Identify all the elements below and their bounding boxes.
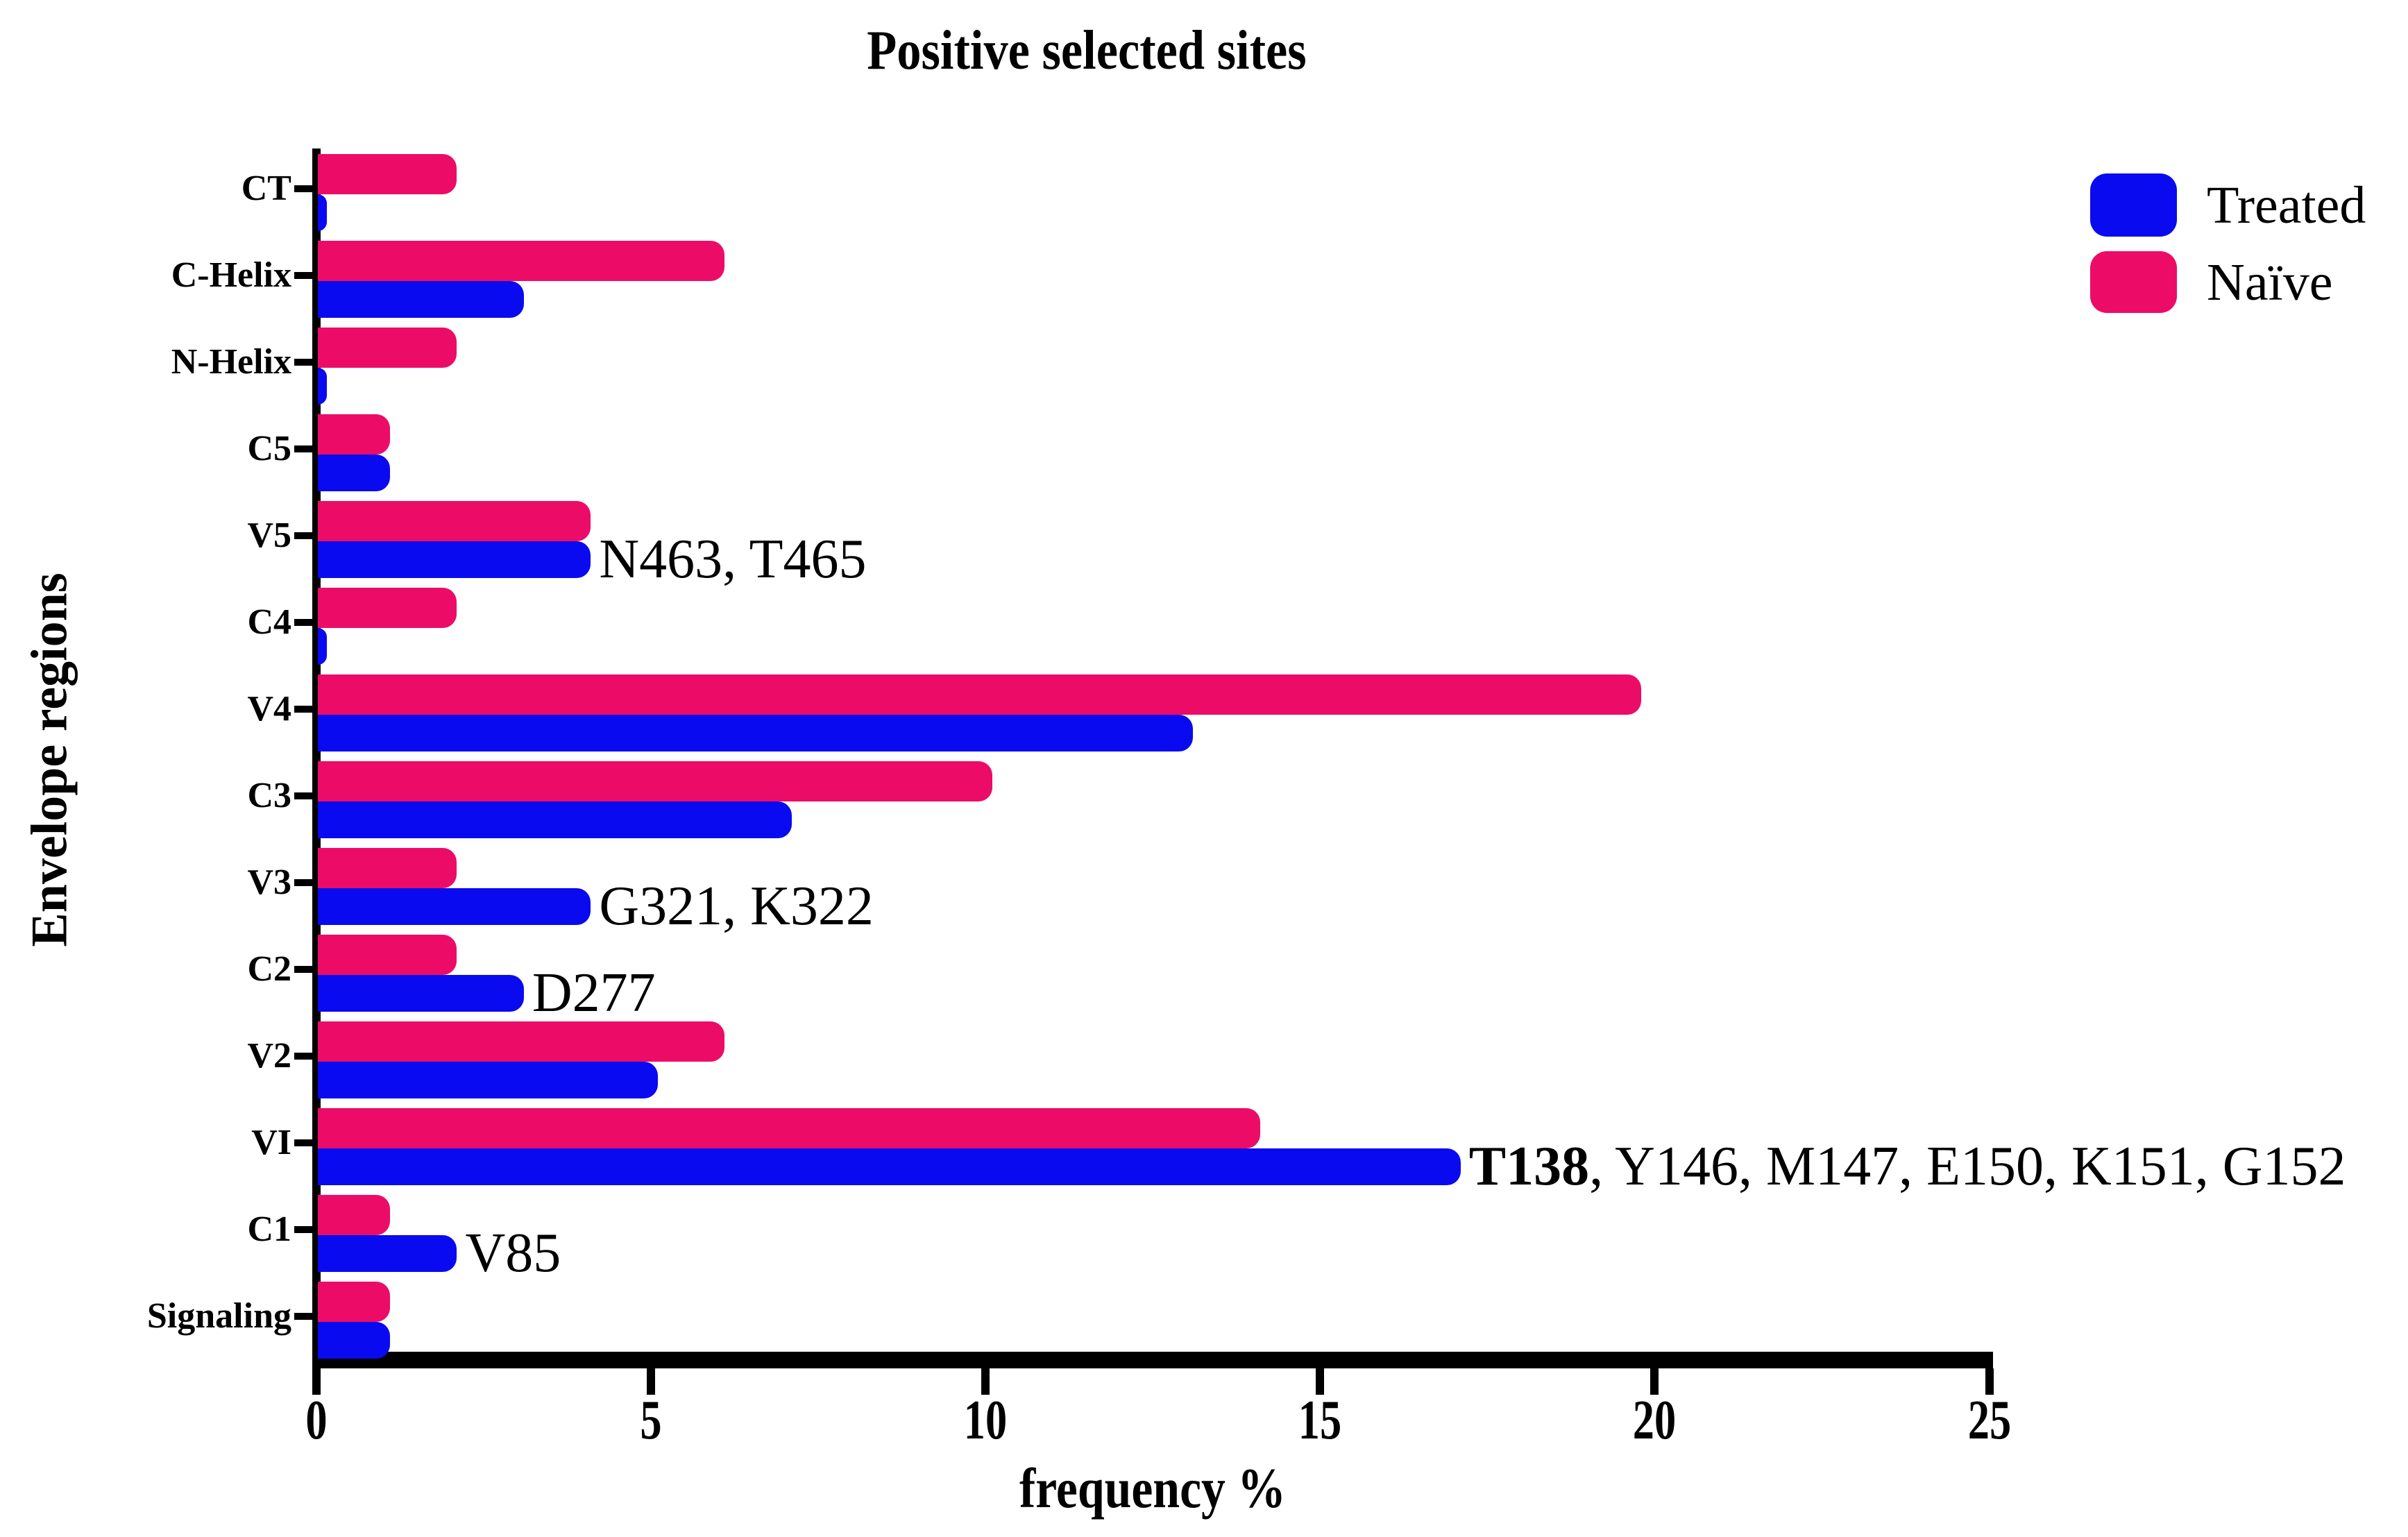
y-tick-v5 [294, 532, 314, 539]
bar-treated-c2 [318, 975, 524, 1012]
bar-naive-c2 [318, 935, 457, 975]
legend-swatch-treated [2090, 173, 2177, 237]
x-tick-0 [312, 1368, 321, 1395]
annotation-v5: N463, T465 [599, 532, 866, 587]
bar-naive-v5 [318, 501, 591, 541]
legend-label-naive: Naïve [2207, 253, 2333, 312]
x-tick-20 [1650, 1368, 1659, 1395]
y-tick-c4 [294, 619, 314, 626]
bar-treated-c1 [318, 1235, 457, 1272]
bar-treated-v2 [318, 1062, 658, 1098]
category-label-c-helix: C-Helix [171, 255, 291, 295]
annotation-sites: D277 [532, 962, 656, 1024]
category-label-v3: V3 [247, 863, 291, 902]
bar-naive-c4 [318, 588, 457, 628]
annotation-v3: G321, K322 [599, 878, 874, 934]
y-tick-n-helix [294, 359, 314, 366]
bar-naive-c3 [318, 761, 992, 801]
category-label-ct: CT [241, 169, 291, 208]
y-tick-ct [294, 185, 314, 192]
y-tick-c2 [294, 966, 314, 973]
bar-treated-v5 [318, 541, 591, 578]
annotation-c1: V85 [465, 1225, 561, 1281]
x-tick-label-0: 0 [305, 1390, 328, 1451]
bar-treated-n-helix [318, 368, 328, 405]
bar-treated-c3 [318, 801, 792, 838]
y-tick-signaling [294, 1313, 314, 1320]
annotation-sites: V85 [465, 1223, 561, 1284]
x-tick-label-15: 15 [1298, 1390, 1342, 1451]
x-tick-10 [981, 1368, 990, 1395]
x-tick-label-20: 20 [1633, 1390, 1677, 1451]
bar-treated-c5 [318, 455, 391, 491]
category-label-c5: C5 [247, 429, 291, 468]
bar-naive-v3 [318, 848, 457, 888]
bar-treated-v4 [318, 715, 1194, 751]
legend-swatch-naive [2090, 251, 2177, 313]
annotation-sites: , Y146, M147, E150, K151, G152 [1589, 1136, 2346, 1197]
category-label-signaling: Signaling [146, 1296, 291, 1336]
category-label-n-helix: N-Helix [171, 342, 291, 382]
x-tick-label-10: 10 [963, 1390, 1008, 1451]
category-label-vi: VI [251, 1123, 291, 1162]
x-axis-label: frequency % [1019, 1457, 1286, 1520]
category-label-c1: C1 [247, 1209, 291, 1249]
y-tick-v2 [294, 1053, 314, 1060]
x-tick-15 [1316, 1368, 1325, 1395]
bar-treated-c-helix [318, 281, 524, 318]
bar-naive-v4 [318, 674, 1642, 715]
annotation-vi: T138, Y146, M147, E150, K151, G152 [1469, 1139, 2346, 1194]
y-tick-c5 [294, 445, 314, 452]
annotation-bold-site: T138 [1468, 1136, 1590, 1197]
y-tick-v3 [294, 879, 314, 886]
bar-treated-signaling [318, 1322, 391, 1359]
x-tick-label-5: 5 [640, 1390, 662, 1451]
y-tick-c-helix [294, 272, 314, 279]
annotation-sites: N463, T465 [599, 529, 867, 590]
legend-label-treated: Treated [2207, 176, 2366, 235]
bar-naive-n-helix [318, 328, 457, 368]
bar-treated-vi [318, 1148, 1461, 1185]
y-tick-v4 [294, 706, 314, 713]
category-label-v4: V4 [247, 689, 291, 729]
x-axis-line [312, 1352, 1993, 1368]
category-label-c4: C4 [247, 602, 291, 642]
bar-naive-c1 [318, 1195, 391, 1235]
bar-naive-c-helix [318, 241, 725, 281]
y-tick-c1 [294, 1226, 314, 1233]
bar-treated-v3 [318, 888, 591, 925]
category-label-v5: V5 [247, 516, 291, 555]
bar-naive-ct [318, 154, 457, 194]
annotation-c2: D277 [532, 965, 656, 1021]
bar-naive-v2 [318, 1021, 725, 1062]
bar-naive-c5 [318, 414, 391, 455]
bar-treated-ct [318, 194, 328, 231]
y-tick-c3 [294, 792, 314, 799]
y-tick-vi [294, 1139, 314, 1146]
bar-naive-vi [318, 1108, 1260, 1148]
bar-naive-signaling [318, 1282, 391, 1322]
x-tick-25 [1985, 1368, 1994, 1395]
annotation-sites: G321, K322 [599, 876, 874, 937]
x-tick-5 [647, 1368, 656, 1395]
bar-treated-c4 [318, 628, 328, 665]
category-label-v2: V2 [247, 1036, 291, 1076]
category-label-c2: C2 [247, 949, 291, 989]
x-tick-label-25: 25 [1967, 1390, 2011, 1451]
chart-title: Positive selected sites [867, 20, 1307, 81]
category-label-c3: C3 [247, 776, 291, 815]
